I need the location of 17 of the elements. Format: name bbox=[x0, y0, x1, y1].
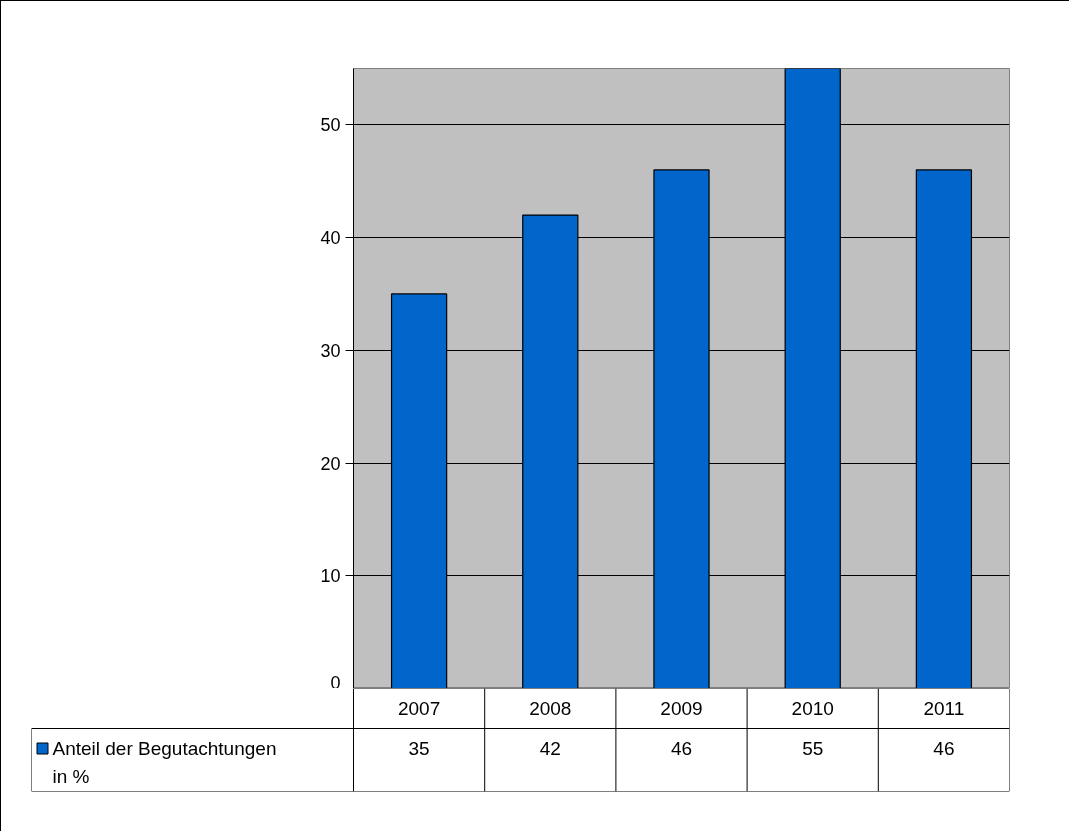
y-tick-label: 20 bbox=[320, 453, 341, 474]
data-label: 35 bbox=[408, 738, 430, 759]
x-tick-label: 2009 bbox=[660, 698, 703, 719]
data-label: 46 bbox=[933, 738, 955, 759]
x-tick-label: 2007 bbox=[397, 698, 441, 719]
data-label: 46 bbox=[670, 738, 693, 759]
y-tick-label: 30 bbox=[320, 340, 341, 361]
data-label: 42 bbox=[539, 738, 561, 759]
y-tick-label: 0 bbox=[330, 672, 341, 693]
x-tick-label: 2008 bbox=[529, 698, 572, 719]
x-tick-label: 2010 bbox=[791, 698, 834, 719]
y-tick-label: 50 bbox=[320, 115, 341, 136]
x-tick-label: 2011 bbox=[923, 698, 965, 719]
y-tick-label: 10 bbox=[320, 566, 341, 587]
legend-label: Anteil der Begutachtungen in % bbox=[52, 738, 277, 787]
data-label: 55 bbox=[802, 738, 824, 759]
y-tick-label: 40 bbox=[320, 228, 341, 249]
